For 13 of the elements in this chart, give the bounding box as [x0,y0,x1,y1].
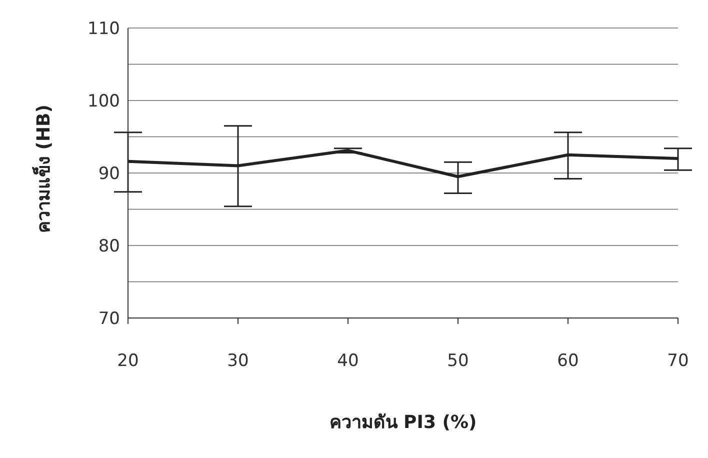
x-tick-label: 70 [667,351,689,372]
y-tick-label: 100 [88,92,120,112]
y-axis-title: ความแข็ง (HB) [31,104,54,233]
y-tick-label: 90 [98,164,120,184]
x-tick-label: 30 [227,351,249,372]
y-tick-label: 110 [88,19,120,40]
y-tick-label: 70 [98,309,120,330]
y-tick-label: 80 [98,236,120,257]
x-tick-label: 50 [447,351,469,372]
x-tick-label: 20 [117,351,139,372]
x-tick-label: 60 [557,351,579,372]
x-axis-title: ความดัน PI3 (%) [329,412,477,433]
x-tick-label: 40 [337,351,359,372]
